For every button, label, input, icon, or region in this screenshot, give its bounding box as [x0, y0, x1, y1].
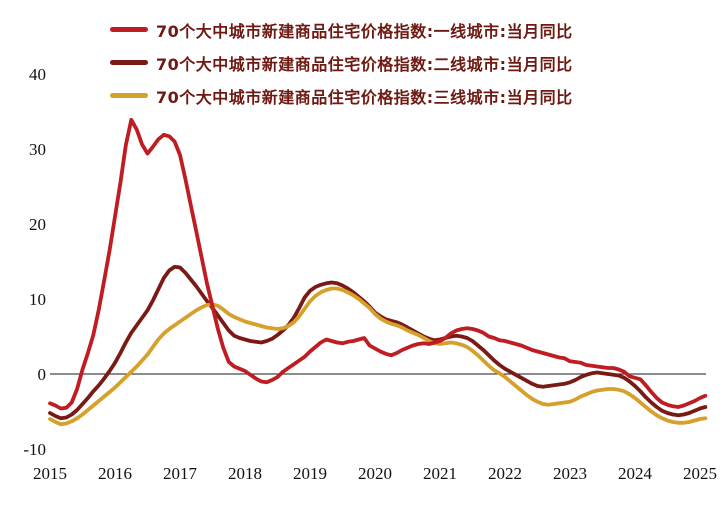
y-tick-label: 30 [29, 140, 46, 159]
x-tick-label: 2017 [163, 464, 198, 483]
legend-label-tier3: 70个大中城市新建商品住宅价格指数:三线城市:当月同比 [156, 87, 573, 107]
tier1-line [48, 117, 708, 411]
legend-item-tier3: 70个大中城市新建商品住宅价格指数:三线城市:当月同比 [110, 79, 573, 112]
y-tick-label: 0 [38, 365, 47, 384]
tier2-line-swatch [110, 60, 148, 65]
legend-label-tier1: 70个大中城市新建商品住宅价格指数:一线城市:当月同比 [156, 21, 573, 41]
tier3-line [48, 286, 708, 427]
x-tick-label: 2021 [423, 464, 457, 483]
legend-label-tier2: 70个大中城市新建商品住宅价格指数:二线城市:当月同比 [156, 54, 573, 74]
x-tick-label: 2023 [553, 464, 587, 483]
legend: 70个大中城市新建商品住宅价格指数:一线城市:当月同比 70个大中城市新建商品住… [110, 13, 573, 112]
y-tick-label: 20 [29, 215, 46, 234]
y-tick-label: 40 [29, 65, 46, 84]
x-tick-label: 2015 [33, 464, 67, 483]
x-tick-label: 2018 [228, 464, 262, 483]
x-tick-label: 2022 [488, 464, 522, 483]
tier2-line [48, 264, 708, 421]
x-tick-label: 2024 [618, 464, 653, 483]
x-tick-label: 2025 [683, 464, 717, 483]
y-tick-label: 10 [29, 290, 46, 309]
tier1-line-swatch [110, 27, 148, 32]
legend-item-tier1: 70个大中城市新建商品住宅价格指数:一线城市:当月同比 [110, 13, 573, 46]
y-tick-label: -10 [23, 440, 46, 459]
x-tick-label: 2019 [293, 464, 327, 483]
x-tick-label: 2016 [98, 464, 132, 483]
x-tick-label: 2020 [358, 464, 392, 483]
legend-item-tier2: 70个大中城市新建商品住宅价格指数:二线城市:当月同比 [110, 46, 573, 79]
tier3-line-swatch [110, 93, 148, 98]
